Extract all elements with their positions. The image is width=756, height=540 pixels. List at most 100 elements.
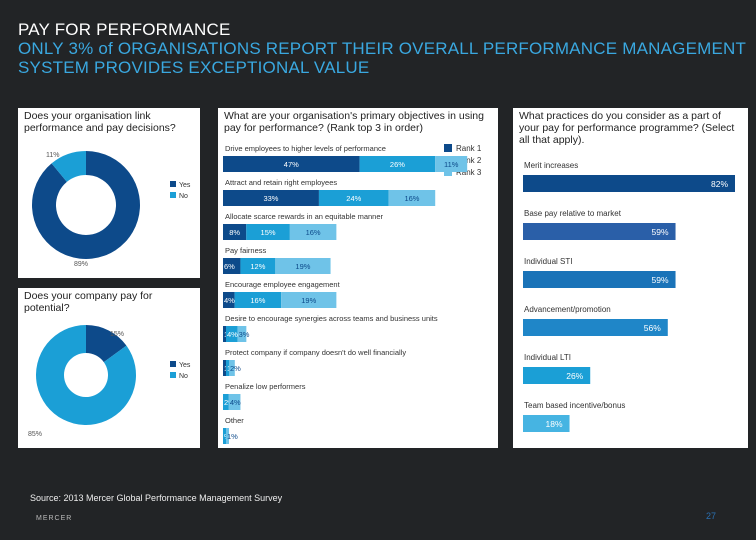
stack-segment-rank-3 [228, 394, 241, 410]
stack-value-label: 15% [261, 228, 276, 237]
stack-segment-rank-1 [223, 156, 360, 172]
stack-value-label: 19% [301, 296, 316, 305]
pie-label-no: 85% [28, 431, 42, 438]
stacked-bar-chart-objectives: Rank 1 Rank 2 Rank 3 Drive employees to hig… [223, 144, 482, 444]
practice-label: Team based incentive/bonus [524, 401, 625, 410]
stack-segment-rank-1 [223, 292, 235, 308]
legend-swatch-no [170, 372, 176, 378]
stack-segment-rank-1 [223, 190, 319, 206]
stack-value-label: 4% [230, 398, 241, 407]
practice-label: Advancement/promotion [524, 305, 611, 314]
objective-label: Attract and retain right employees [225, 178, 337, 187]
page-number: 27 [706, 511, 717, 521]
stack-segment-rank-2 [240, 258, 276, 274]
stack-value-label: 6% [224, 262, 235, 271]
practice-label: Individual LTI [524, 353, 571, 362]
practice-bar [523, 271, 676, 288]
stack-segment-rank-1 [223, 224, 247, 240]
practice-bar [523, 319, 668, 336]
legend-label-no: No [179, 193, 188, 200]
pie-slice-yes [86, 325, 127, 363]
practice-bar [523, 223, 676, 240]
legend-swatch-yes [170, 181, 176, 187]
objective-label: Other [225, 416, 244, 425]
pie-chart-link-pay: 89% 11% Yes No [32, 151, 191, 268]
practice-label: Base pay relative to market [524, 209, 622, 218]
practice-value-label: 56% [644, 323, 661, 333]
stack-segment-rank-3 [388, 190, 436, 206]
stack-segment-rank-3 [237, 326, 247, 342]
stack-segment-rank-3 [275, 258, 331, 274]
stack-segment-rank-2 [223, 394, 229, 410]
mercer-logo: MERCER [36, 515, 73, 522]
stack-segment-rank-3 [435, 156, 468, 172]
stack-segment-rank-2 [234, 292, 282, 308]
pie-slice-no [51, 151, 86, 182]
stack-value-label: 1% [227, 432, 238, 441]
practice-value-label: 26% [566, 371, 583, 381]
stack-segment-rank-2 [359, 156, 436, 172]
legend-label-yes: Yes [179, 362, 191, 369]
page-title-block: PAY FOR PERFORMANCE ONLY 3% of ORGANISAT… [18, 20, 748, 77]
stack-segment-rank-1 [223, 360, 226, 376]
stack-segment-rank-3 [226, 428, 229, 444]
legend-label-yes: Yes [179, 182, 191, 189]
legend-label-rank-1: Rank 1 [456, 144, 482, 153]
legend-label-rank-2: Rank 2 [456, 156, 482, 165]
stack-value-label: 33% [263, 194, 278, 203]
stack-segment-rank-1 [223, 326, 226, 342]
page-title: PAY FOR PERFORMANCE [18, 20, 231, 39]
legend-label-no: No [179, 373, 188, 380]
practice-label: Individual STI [524, 257, 572, 266]
bar-chart-practices: Merit increases 82% Base pay relative to m… [523, 161, 735, 432]
stack-segment-rank-2 [318, 190, 389, 206]
legend-label-rank-3: Rank 3 [456, 168, 482, 177]
page-subtitle: ONLY 3% of ORGANISATIONS REPORT THEIR OV… [18, 39, 746, 77]
objective-label: Drive employees to higher levels of perf… [225, 144, 386, 153]
stack-value-label: 4% [224, 296, 235, 305]
stack-value-label: 16% [404, 194, 419, 203]
stack-value-label: 16% [250, 296, 265, 305]
practice-value-label: 59% [652, 275, 669, 285]
stack-segment-rank-1 [223, 258, 241, 274]
stack-value-label: 26% [390, 160, 405, 169]
practice-bar [523, 367, 591, 384]
objective-label: Pay fairness [225, 246, 267, 255]
stack-value-label: 4% [227, 330, 238, 339]
stack-segment-rank-2 [223, 428, 226, 444]
stack-value-label: 19% [295, 262, 310, 271]
pie-slice-yes [32, 151, 140, 259]
pie-label-no: 11% [46, 152, 60, 159]
practice-bar [523, 415, 570, 432]
question-link-pay: Does your organisation link performance … [18, 108, 200, 142]
practice-value-label: 59% [652, 227, 669, 237]
objective-label: Encourage employee engagement [225, 280, 341, 289]
stack-segment-rank-3 [289, 224, 337, 240]
legend-swatch-yes [170, 361, 176, 367]
practice-value-label: 18% [546, 419, 563, 429]
pie-label-yes: 15% [110, 331, 124, 338]
objective-label: Allocate scarce rewards in an equitable … [225, 212, 384, 221]
question-objectives: What are your organisation's primary obj… [218, 108, 498, 142]
source-note: Source: 2013 Mercer Global Performance M… [30, 493, 283, 503]
practice-bar [523, 175, 735, 192]
practice-label: Merit increases [524, 161, 578, 170]
stack-value-label: 11% [444, 160, 459, 169]
legend-swatch-no [170, 192, 176, 198]
stack-segment-rank-3 [281, 292, 337, 308]
stack-segment-rank-3 [229, 360, 235, 376]
objective-label: Penalize low performers [225, 382, 306, 391]
stack-value-label: 24% [346, 194, 361, 203]
pie-slice-no [36, 325, 136, 425]
stack-value-label: 47% [284, 160, 299, 169]
stack-value-label: 3% [239, 330, 250, 339]
stack-value-label: 16% [306, 228, 321, 237]
legend-swatch-rank-1 [444, 144, 452, 152]
stack-value-label: 12% [250, 262, 265, 271]
objective-label: Protect company if company doesn't do we… [225, 348, 406, 357]
stack-segment-rank-2 [226, 326, 238, 342]
objective-label: Desire to encourage synergies across tea… [225, 314, 438, 323]
stack-segment-rank-2 [226, 360, 229, 376]
question-potential: Does your company pay for potential? [18, 288, 200, 322]
pie-chart-potential: 15% 85% Yes No [28, 325, 191, 438]
